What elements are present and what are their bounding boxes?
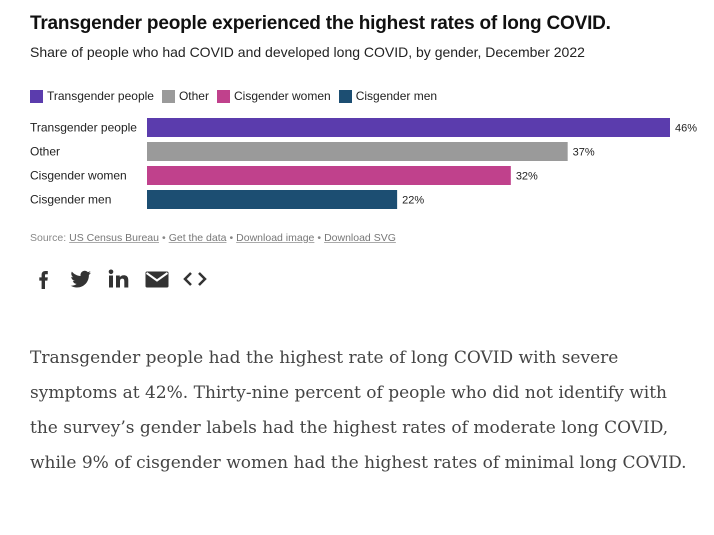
legend-swatch-cisgender-women	[216, 89, 230, 103]
download-svg-link[interactable]: Download SVG	[324, 232, 396, 244]
chart-title: Transgender people experienced the highe…	[30, 13, 611, 34]
value-label-cisgender-men: 22%	[402, 195, 424, 207]
legend-item-cisgender-men: Cisgender men	[338, 89, 438, 103]
category-label-cisgender-men: Cisgender men	[30, 193, 111, 207]
category-label-transgender-people: Transgender people	[30, 121, 137, 135]
bar-cisgender-women	[147, 166, 511, 185]
email-icon[interactable]	[144, 266, 170, 292]
twitter-icon[interactable]	[68, 266, 94, 292]
embed-icon[interactable]	[182, 266, 208, 292]
bar-chart: Transgender people 46% Other 37% Cisgender w…	[30, 118, 697, 209]
legend-label-other: Other	[178, 89, 209, 103]
legend-item-other: Other	[161, 89, 209, 103]
facebook-icon[interactable]	[30, 266, 56, 292]
legend-label-cisgender-men: Cisgender men	[355, 89, 438, 103]
get-the-data-link[interactable]: Get the data	[168, 232, 227, 244]
category-label-other: Other	[30, 145, 60, 159]
legend-swatch-other	[161, 89, 175, 103]
source-separator: •	[229, 232, 234, 244]
legend-label-cisgender-women: Cisgender women	[233, 89, 331, 103]
legend-swatch-cisgender-men	[338, 89, 352, 103]
source-line: Source: US Census Bureau • Get the data • Do…	[30, 232, 396, 244]
category-label-cisgender-women: Cisgender women	[30, 169, 127, 183]
bar-transgender-people	[147, 118, 670, 137]
chart-subtitle: Share of people who had COVID and develo…	[30, 44, 585, 60]
source-separator: •	[317, 232, 322, 244]
source-separator: •	[162, 232, 166, 244]
linkedin-icon[interactable]	[106, 266, 132, 292]
source-link-us-census-bureau[interactable]: US Census Bureau	[69, 232, 159, 244]
download-image-link[interactable]: Download image	[236, 232, 315, 244]
legend-label-transgender: Transgender people	[47, 89, 154, 103]
value-label-transgender-people: 46%	[675, 123, 697, 135]
bar-cisgender-men	[147, 190, 398, 209]
source-prefix: Source:	[30, 232, 70, 244]
legend-swatch-transgender	[30, 89, 43, 103]
article-paragraph: Transgender people had the highest rate …	[30, 348, 687, 473]
chart-legend: Transgender people Other Cisgender women…	[30, 89, 445, 103]
value-label-other: 37%	[573, 147, 595, 159]
value-label-cisgender-women: 32%	[516, 171, 538, 183]
legend-item-transgender: Transgender people	[30, 89, 154, 103]
legend-item-cisgender-women: Cisgender women	[216, 89, 331, 103]
bar-other	[147, 142, 568, 161]
share-bar	[30, 266, 220, 292]
